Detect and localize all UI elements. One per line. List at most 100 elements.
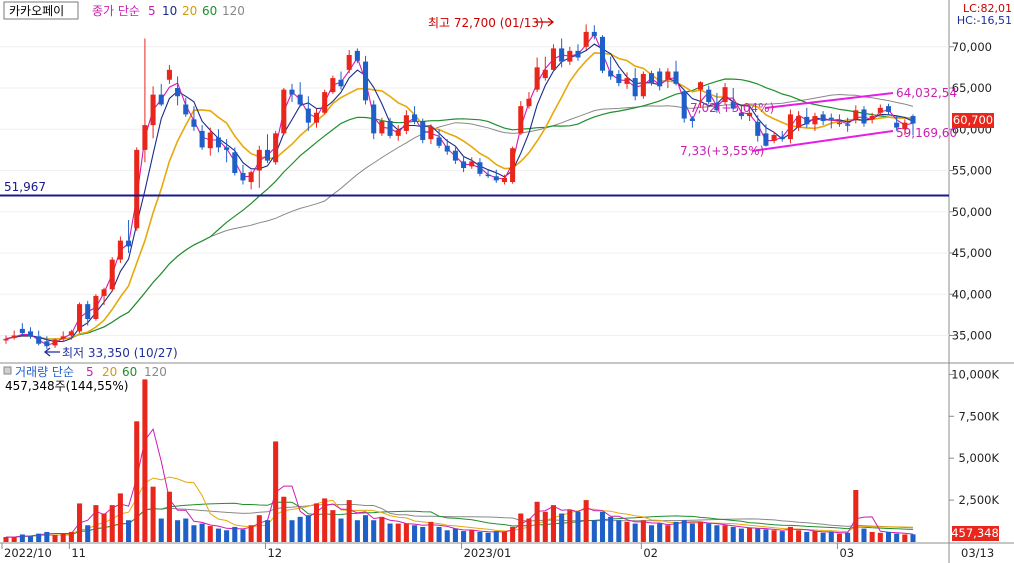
candle-body <box>665 71 671 80</box>
candle-body <box>910 116 916 124</box>
volume-bar <box>469 530 475 542</box>
candle-body <box>559 48 565 62</box>
support-level-label: 51,967 <box>4 180 46 194</box>
volume-bar <box>575 511 581 542</box>
candle-body <box>232 152 238 173</box>
volume-bar <box>428 521 434 542</box>
volume-bar <box>624 521 630 542</box>
date-tick-label: 2023/01 <box>464 546 512 560</box>
price-tick-label: 55,000 <box>952 164 992 178</box>
candle-body <box>853 110 859 120</box>
candle-body <box>395 130 401 136</box>
date-tick-label: 11 <box>71 546 86 560</box>
volume-bar <box>322 498 328 542</box>
volume-bar <box>354 520 360 542</box>
candle-body <box>550 48 557 70</box>
candle-body <box>428 126 434 140</box>
volume-bar <box>297 516 303 542</box>
volume-bar <box>763 529 769 542</box>
volume-bar <box>330 510 336 542</box>
volume-bar <box>861 528 867 542</box>
candle-body <box>510 148 516 183</box>
axis-labels: 70,00065,00060,00055,00050,00045,00040,0… <box>1 40 999 560</box>
candle-body <box>526 98 532 107</box>
volume-bar <box>510 526 516 542</box>
volume-bar <box>19 534 25 542</box>
volume-bar <box>224 530 230 542</box>
volume-bar <box>248 525 254 542</box>
date-tick-label: 03 <box>839 546 854 560</box>
volume-bar <box>518 513 524 542</box>
volume-bar <box>853 490 859 542</box>
volume-bar <box>264 520 271 542</box>
volume-bar <box>452 528 458 542</box>
volume-bar <box>158 518 164 542</box>
candle-body <box>894 122 900 128</box>
volume-bar <box>362 515 369 542</box>
candle-body <box>412 114 418 121</box>
volume-bar <box>60 533 66 542</box>
candle-body <box>828 117 834 120</box>
candle-body <box>297 94 303 105</box>
candle-body <box>608 70 614 77</box>
volume-bar <box>183 518 189 542</box>
volume-bar <box>804 531 810 542</box>
volume-bar <box>591 520 597 542</box>
candle-body <box>420 121 426 140</box>
candle-body <box>158 94 164 105</box>
volume-bar <box>877 532 883 542</box>
current-volume-badge <box>952 526 999 541</box>
candle-body <box>346 55 352 70</box>
volume-bar <box>109 505 115 542</box>
volume-bar <box>485 532 491 542</box>
candle-body <box>861 109 867 124</box>
volume-bar <box>166 491 172 542</box>
volume-bar <box>379 516 385 542</box>
candle-body <box>730 102 736 109</box>
candle-body <box>248 172 254 183</box>
candle-body <box>101 289 107 296</box>
vol-legend-ma120: 120 <box>144 365 167 379</box>
volume-bar <box>812 531 818 542</box>
volume-bar <box>706 523 712 542</box>
candle-body <box>902 122 908 130</box>
volume-bar <box>559 513 565 542</box>
volume-bar <box>289 520 295 542</box>
volume-bar <box>698 521 704 542</box>
volume-bar <box>910 534 916 542</box>
volume-bar <box>305 515 311 542</box>
candle-body <box>191 119 197 127</box>
volume-bar <box>52 534 58 542</box>
channel-lower-slope-label: 7,33(+3,55%) <box>680 144 764 158</box>
candle-body <box>673 71 679 84</box>
volume-bar <box>820 532 826 542</box>
volume-bar <box>44 531 50 542</box>
volume-bar <box>632 523 638 542</box>
price-legend-label: 종가 단순 <box>92 4 140 18</box>
ma20-line <box>5 52 914 340</box>
candle-body <box>199 130 205 148</box>
moving-average-lines <box>5 32 914 538</box>
candle-body <box>534 67 540 90</box>
candle-body <box>142 125 148 150</box>
candle-body <box>648 73 655 84</box>
candle-body <box>681 91 687 119</box>
min-price-label: 최저 33,350 (10/27) <box>62 346 178 360</box>
candle-body <box>362 61 369 101</box>
candle-body <box>722 87 728 103</box>
candle-body <box>755 121 761 136</box>
price-tick-label: 40,000 <box>952 287 992 301</box>
candle-body <box>150 94 156 126</box>
channel-upper-line[interactable] <box>764 92 894 109</box>
volume-pane-toggle-icon[interactable] <box>3 366 12 375</box>
date-tick-label: 02 <box>643 546 658 560</box>
candle-body <box>877 107 883 113</box>
stock-name-box[interactable] <box>3 1 79 20</box>
volume-bar <box>77 503 83 542</box>
channel-lower-line[interactable] <box>751 130 894 152</box>
volume-bar <box>755 528 761 542</box>
candle-body <box>322 92 328 113</box>
candle-body <box>689 118 695 121</box>
